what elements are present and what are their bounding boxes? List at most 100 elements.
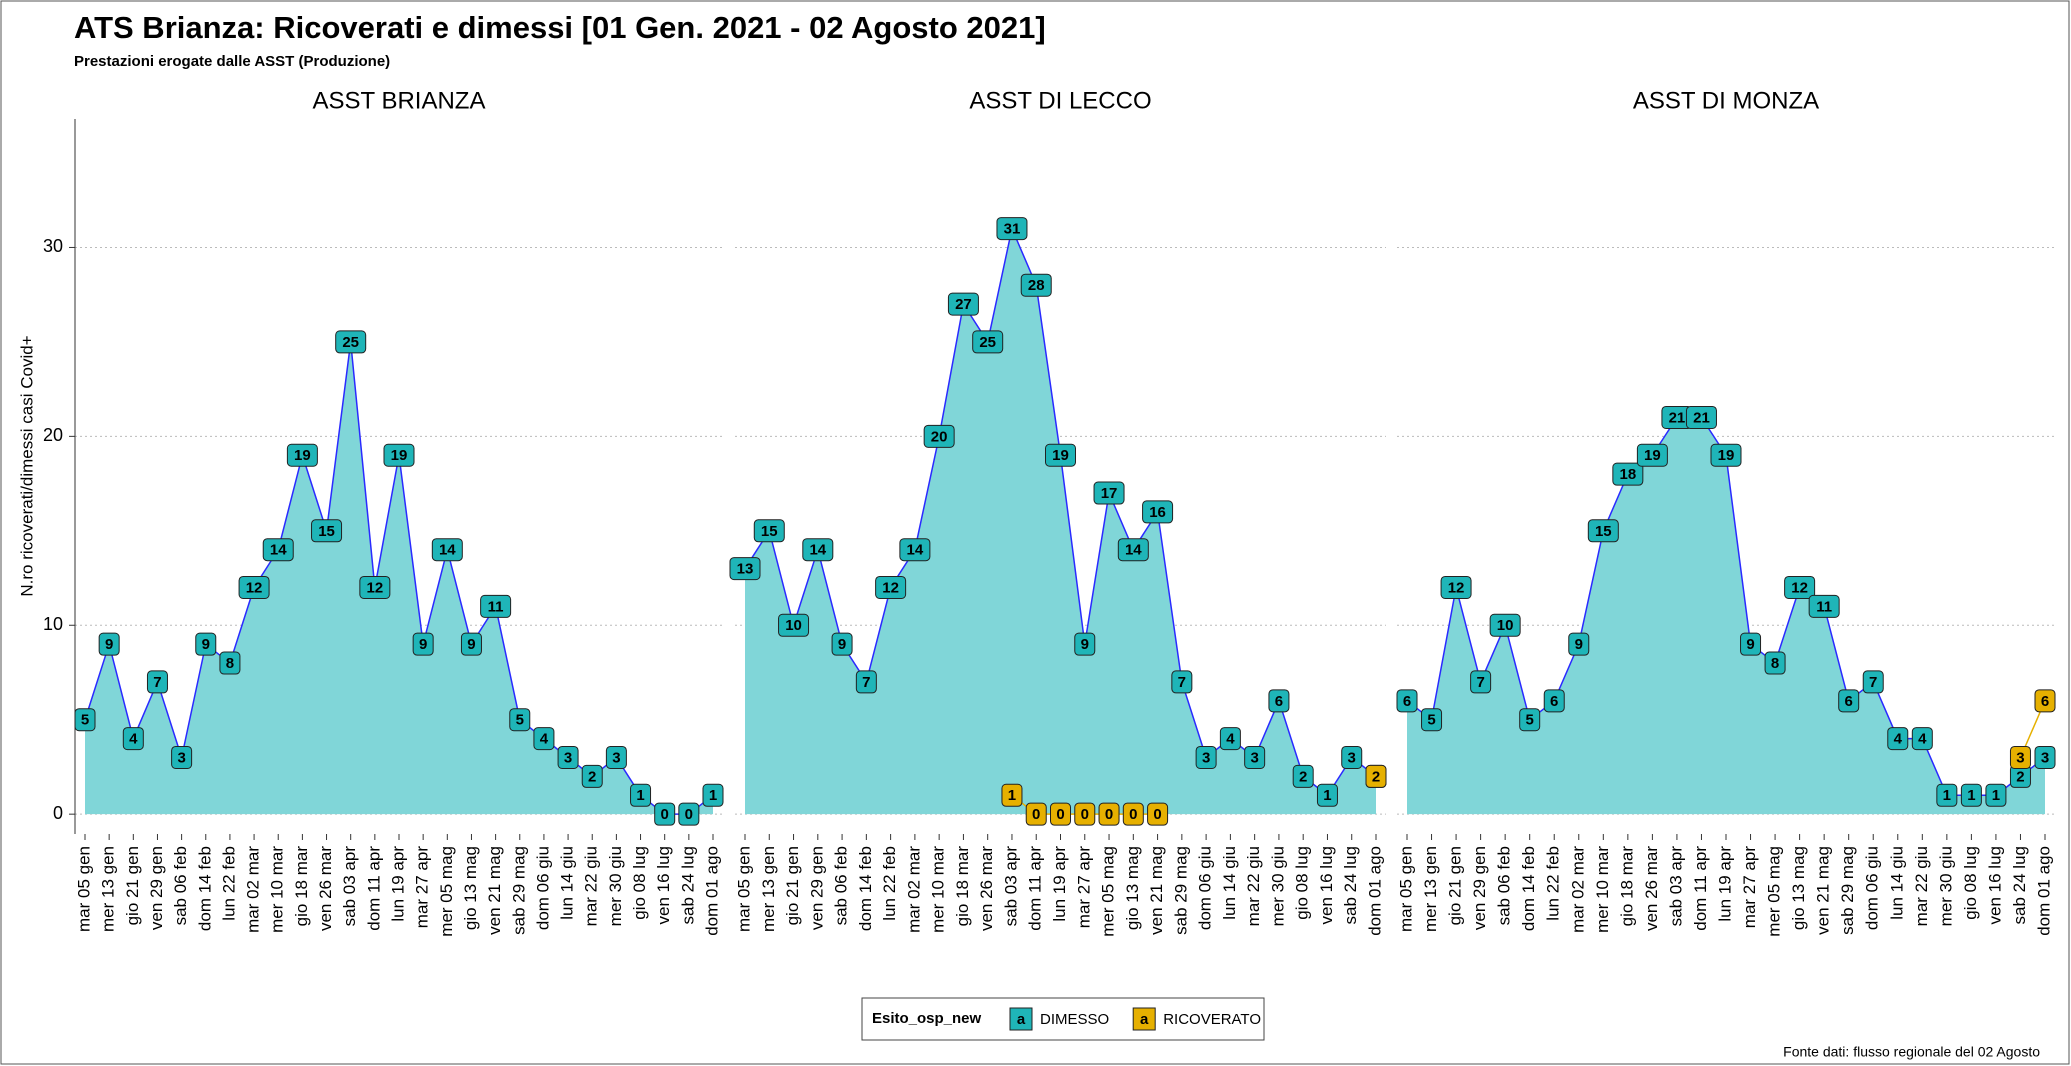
value-label: 9 <box>419 636 427 653</box>
value-box <box>1519 708 1541 732</box>
value-label: 25 <box>342 334 359 351</box>
value-box <box>2009 745 2031 769</box>
value-label: 7 <box>153 674 161 691</box>
panel-title: ASST BRIANZA <box>313 87 486 114</box>
x-tick-label: ven 26 mar <box>316 846 335 931</box>
value-box <box>262 538 294 562</box>
value-label: 9 <box>467 636 475 653</box>
value-label: 6 <box>1550 693 1558 710</box>
value-box <box>1985 783 2007 807</box>
value-box <box>533 727 555 751</box>
x-tick-label: ven 26 mar <box>1642 846 1661 931</box>
x-tick-label: mer 13 gen <box>99 846 118 932</box>
chart-subtitle: Prestazioni erogate dalle ASST (Produzio… <box>74 53 390 70</box>
x-tick-label: sab 29 mag <box>509 846 528 935</box>
x-tick-label: mar 05 gen <box>1396 846 1415 932</box>
value-label: 3 <box>2016 749 2024 766</box>
y-tick-label: 0 <box>53 803 63 823</box>
value-label: 31 <box>1004 221 1021 238</box>
value-label: 6 <box>2041 693 2049 710</box>
x-tick-label: gio 21 gen <box>1446 846 1465 925</box>
value-box <box>431 538 463 562</box>
x-tick-label: mar 27 apr <box>1740 846 1759 929</box>
value-box <box>1685 405 1717 429</box>
value-box <box>1936 783 1958 807</box>
panel-title: ASST DI MONZA <box>1633 87 1819 114</box>
value-box <box>1093 481 1125 505</box>
value-box <box>1195 745 1217 769</box>
source-note: Fonte dati: flusso regionale del 02 Agos… <box>1783 1044 2040 1060</box>
value-box <box>1020 273 1052 297</box>
value-box <box>412 632 434 656</box>
value-box <box>899 538 931 562</box>
x-tick-label: lun 19 apr <box>388 846 407 922</box>
value-box <box>1025 802 1047 826</box>
value-box <box>1171 670 1193 694</box>
x-tick-label: dom 01 ago <box>2034 846 2053 936</box>
x-tick-label: mar 02 mar <box>904 846 923 933</box>
x-tick-label: sab 06 feb <box>832 846 851 925</box>
value-label: 8 <box>1771 655 1779 672</box>
value-label: 18 <box>1620 466 1637 483</box>
value-box <box>875 575 907 599</box>
x-tick-label: lun 14 giu <box>558 846 577 920</box>
y-tick-label: 20 <box>43 425 63 445</box>
value-box <box>1122 802 1144 826</box>
x-tick-label: ven 29 gen <box>807 846 826 930</box>
value-label: 4 <box>1226 731 1235 748</box>
value-label: 19 <box>1644 447 1661 464</box>
value-label: 28 <box>1028 277 1045 294</box>
y-axis-label: N.ro ricoverati/dimessi casi Covid+ <box>17 335 36 596</box>
value-box <box>1316 783 1338 807</box>
legend-glyph: a <box>1017 1011 1026 1028</box>
value-label: 4 <box>1894 731 1903 748</box>
value-label: 17 <box>1101 485 1118 502</box>
x-tick-label: dom 01 ago <box>1365 846 1384 936</box>
value-box <box>1268 689 1290 713</box>
value-label: 5 <box>81 712 89 729</box>
legend-box <box>861 997 1265 1041</box>
x-tick-label: sab 24 lug <box>2010 846 2029 924</box>
value-label: 15 <box>761 523 778 540</box>
y-tick-label: 10 <box>43 614 63 634</box>
value-box <box>802 538 834 562</box>
value-label: 19 <box>294 447 311 464</box>
x-tick-label: gio 08 lug <box>1961 846 1980 920</box>
x-tick-label: gio 18 mar <box>1617 846 1636 927</box>
value-label: 3 <box>1250 749 1258 766</box>
value-box <box>1001 783 1023 807</box>
value-label: 7 <box>1869 674 1877 691</box>
value-box <box>1421 708 1443 732</box>
x-tick-label: dom 11 apr <box>1026 846 1045 931</box>
x-tick-label: lun 19 apr <box>1050 846 1069 922</box>
value-box <box>98 632 120 656</box>
value-label: 20 <box>931 428 948 445</box>
value-box <box>146 670 168 694</box>
x-tick-label: mer 10 mar <box>1593 846 1612 933</box>
value-box <box>171 745 193 769</box>
value-label: 25 <box>979 334 996 351</box>
x-tick-label: lun 14 giu <box>1220 846 1239 920</box>
value-label: 19 <box>1052 447 1069 464</box>
x-tick-label: sab 03 apr <box>1666 846 1685 927</box>
value-box <box>1098 802 1120 826</box>
x-tick-label: ven 16 lug <box>654 846 673 924</box>
value-box <box>831 632 853 656</box>
value-label: 7 <box>1476 674 1484 691</box>
value-label: 6 <box>1403 693 1411 710</box>
value-label: 9 <box>202 636 210 653</box>
value-label: 9 <box>1746 636 1754 653</box>
value-box <box>1050 802 1071 826</box>
value-box <box>605 745 627 769</box>
area <box>745 228 1376 815</box>
value-label: 0 <box>1081 806 1089 823</box>
x-tick-label: dom 11 apr <box>1691 846 1710 931</box>
x-tick-label: gio 08 lug <box>1293 846 1312 920</box>
x-tick-label: lun 19 apr <box>1715 846 1734 922</box>
value-box <box>557 745 579 769</box>
value-label: 10 <box>1497 617 1514 634</box>
value-box <box>311 519 343 543</box>
value-box <box>1764 651 1786 675</box>
x-tick-label: mar 02 mar <box>1568 846 1587 933</box>
